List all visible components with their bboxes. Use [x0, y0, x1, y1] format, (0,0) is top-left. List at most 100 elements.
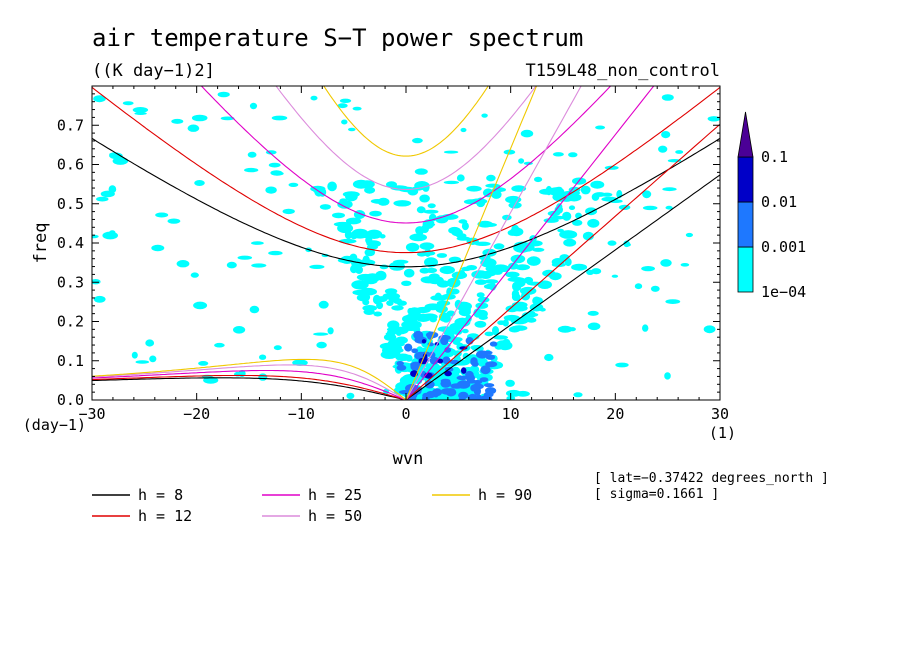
spectrum-patch	[685, 232, 694, 238]
colorbar-swatch	[737, 156, 754, 203]
spectrum-patch	[316, 341, 327, 349]
spectrum-patch	[412, 137, 423, 144]
colorbar-swatch	[737, 201, 754, 248]
spectrum-patch	[414, 168, 428, 175]
spectrum-patch	[288, 182, 299, 187]
spectrum-patch	[485, 183, 501, 188]
spectrum-patch	[366, 244, 378, 250]
spectrum-patch	[112, 157, 129, 165]
spectrum-patch	[396, 364, 407, 371]
spectrum-patch	[265, 186, 277, 194]
spectrum-patch	[615, 362, 629, 368]
spectrum-patch	[623, 240, 630, 248]
y-tick-label: 0.5	[57, 195, 84, 213]
spectrum-patch	[440, 388, 454, 395]
spectrum-patch	[425, 267, 438, 273]
gravity-curve	[92, 86, 720, 254]
spectrum-patch	[591, 193, 600, 201]
spectrum-patch	[108, 185, 117, 194]
spectrum-patch	[534, 297, 543, 304]
spectrum-patch	[642, 324, 649, 332]
spectrum-patch	[345, 217, 362, 225]
spectrum-patch	[664, 372, 671, 380]
spectrum-patch	[337, 103, 348, 109]
spectrum-patch	[573, 392, 583, 398]
spectrum-patch	[411, 348, 419, 354]
y-tick-label: 0.3	[57, 273, 84, 291]
spectrum-patch	[352, 179, 370, 189]
chart-title: air temperature S−T power spectrum	[92, 24, 583, 52]
spectrum-patch	[511, 289, 520, 299]
spectrum-patch	[587, 218, 600, 228]
kelvin-curve	[405, 174, 720, 400]
spectrum-patch	[515, 264, 530, 271]
spectrum-patch	[587, 310, 599, 316]
legend: h = 8 h = 12 h = 25 h = 50 h = 90	[92, 486, 532, 525]
spectrum-patch	[680, 263, 690, 267]
spectrum-patch	[372, 294, 381, 305]
spectrum-patch	[446, 287, 453, 297]
gravity-curve	[200, 86, 612, 224]
spectrum-patch	[432, 388, 443, 397]
spectrum-patch	[93, 95, 106, 103]
x-tick-label: −20	[183, 405, 210, 423]
spectrum-patch	[420, 276, 437, 284]
spectrum-patch	[401, 280, 412, 286]
spectrum-patch	[393, 200, 412, 207]
spectrum-patch	[346, 392, 355, 400]
spectrum-patch	[484, 279, 499, 284]
spectrum-patch	[544, 353, 554, 362]
spectrum-patch	[642, 190, 652, 199]
spectrum-patch	[198, 361, 209, 366]
spectrum-patch	[474, 279, 487, 285]
spectrum-patch	[406, 313, 415, 324]
spectrum-patch	[226, 261, 237, 269]
spectrum-patch	[660, 259, 672, 267]
spectrum-patch	[582, 231, 594, 241]
spectrum-patch	[352, 289, 370, 296]
spectrum-patch	[122, 101, 134, 106]
spectrum-patch	[341, 119, 348, 125]
spectrum-patch	[155, 212, 169, 218]
spectrum-patch	[151, 244, 165, 252]
spectrum-patch	[403, 268, 415, 278]
spectrum-patch	[251, 263, 267, 268]
spectrum-patch	[339, 98, 352, 104]
spectrum-patch	[537, 280, 552, 290]
spectrum-patch	[131, 351, 138, 359]
legend-label: h = 8	[138, 486, 183, 504]
spectrum-patch	[568, 186, 581, 193]
spectrum-patch	[249, 102, 258, 110]
spectrum-patch	[362, 305, 378, 312]
spectrum-patch	[356, 273, 375, 281]
spectrum-patch	[470, 384, 478, 392]
spectrum-patch	[555, 186, 563, 191]
spectrum-patch	[467, 393, 478, 400]
y-tick-label: 0.2	[57, 313, 84, 331]
spectrum-patch	[481, 222, 498, 227]
spectrum-patch	[364, 248, 376, 257]
spectrum-patch	[461, 222, 469, 231]
spectrum-patch	[362, 255, 370, 265]
spectrum-patch	[491, 190, 502, 199]
spectrum-patch	[512, 281, 522, 292]
spectrum-patch	[476, 197, 486, 208]
spectrum-patch	[557, 325, 573, 333]
spectrum-patch	[493, 243, 505, 250]
spectrum-patch	[348, 127, 356, 132]
spectrum-patch	[586, 269, 594, 275]
spectrum-patch	[167, 218, 181, 224]
rossby-curve	[92, 377, 407, 400]
spectrum-patch	[642, 205, 658, 211]
spectrum-contours	[92, 91, 720, 400]
spectrum-patch	[523, 276, 534, 284]
spectrum-patch	[707, 116, 720, 122]
spectrum-patch	[419, 194, 430, 203]
spectrum-patch	[483, 283, 497, 290]
spectrum-patch	[441, 313, 451, 323]
spectrum-patch	[580, 185, 591, 195]
colorbar-label: 0.01	[761, 193, 797, 211]
spectrum-patch	[424, 380, 435, 389]
x-tick-label: 10	[502, 405, 520, 423]
spectrum-patch	[373, 311, 383, 317]
